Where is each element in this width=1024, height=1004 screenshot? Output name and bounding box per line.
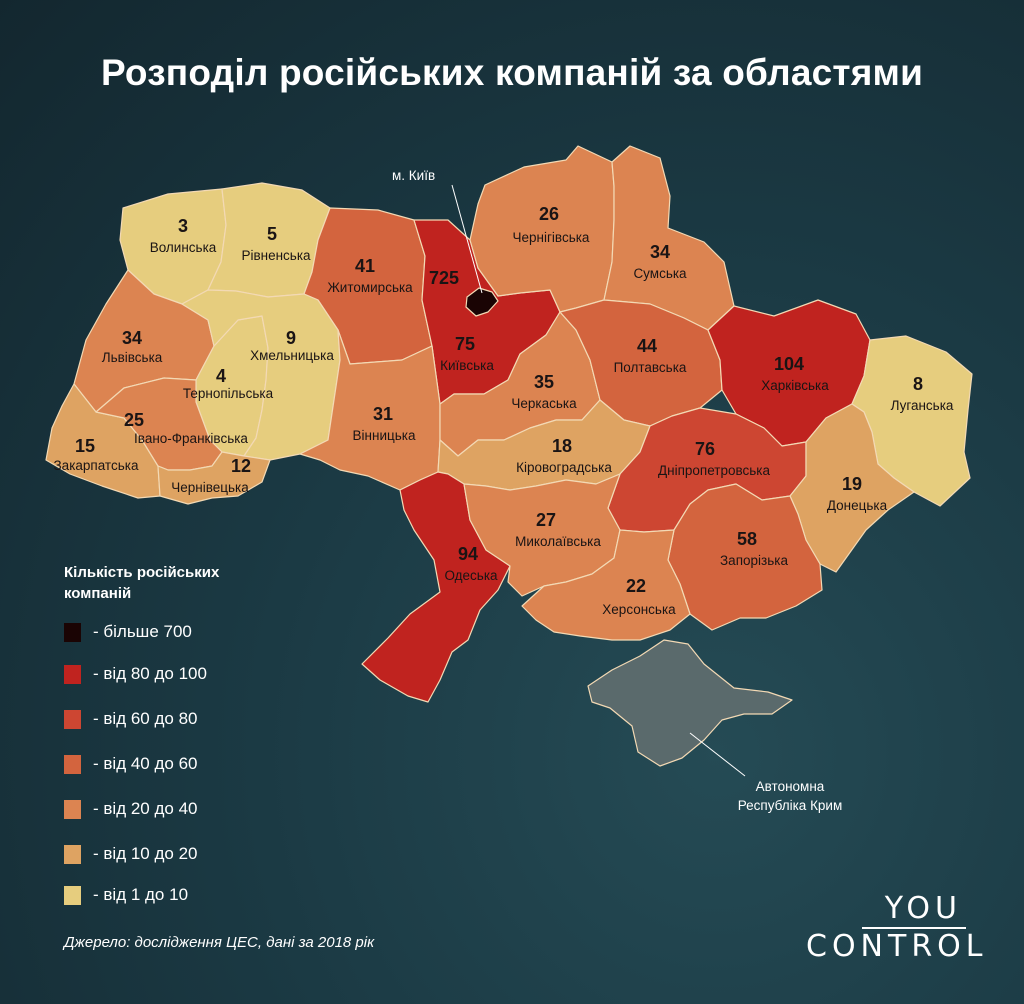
region-value-dnipropetrovska: 76 (695, 439, 715, 459)
legend-item: - від 60 до 80 (64, 708, 197, 730)
region-value-ivanofrankivska: 25 (124, 410, 144, 430)
legend-swatch (64, 844, 81, 864)
legend-label: - від 60 до 80 (93, 709, 198, 728)
region-name-zakarpatska: Закарпатська (54, 458, 139, 473)
legend-item: - від 20 до 40 (64, 798, 197, 820)
region-name-ivanofrankivska: Івано-Франківська (134, 431, 248, 446)
region-value-khmelnytska: 9 (286, 328, 296, 348)
region-name-chernihivska: Чернігівська (513, 230, 590, 245)
region-name-rivnenska: Рівненська (241, 248, 311, 263)
region-value-cherkaska: 35 (534, 372, 554, 392)
region-value-mykolaivska: 27 (536, 510, 556, 530)
legend-item: - від 1 до 10 (64, 884, 188, 906)
legend-label: - від 80 до 100 (93, 664, 207, 683)
region-value-chernivetska: 12 (231, 456, 251, 476)
region-name-khmelnytska: Хмельницька (250, 348, 334, 363)
legend-swatch (64, 754, 81, 774)
region-name-poltavska: Полтавська (614, 360, 687, 375)
logo-line1: YOU (862, 891, 966, 929)
kyiv-callout-label: м. Київ (392, 168, 435, 183)
region-value-ternopilska: 4 (216, 366, 226, 386)
region-crimea (587, 639, 793, 767)
region-value-kharkivska: 104 (774, 354, 804, 374)
region-name-donetska: Донецька (827, 498, 888, 513)
crimea-callout-label-1: Автономна (756, 779, 825, 794)
region-name-kharkivska: Харківська (761, 378, 829, 393)
legend-label: - від 40 до 60 (93, 754, 198, 773)
region-value-khersonska: 22 (626, 576, 646, 596)
region-name-volynska: Волинська (150, 240, 217, 255)
source-note: Джерело: дослідження ЦЕС, дані за 2018 р… (64, 934, 375, 951)
region-khersonska (521, 529, 691, 641)
region-name-kyivska: Київська (440, 358, 494, 373)
region-name-khersonska: Херсонська (602, 602, 676, 617)
legend-title: Кількість російських компаній (64, 562, 284, 604)
region-value-odeska: 94 (458, 544, 478, 564)
region-name-vinnytska: Вінницька (353, 428, 416, 443)
region-name-ternopilska: Тернопільська (183, 386, 274, 401)
region-value-sumska: 34 (650, 242, 670, 262)
region-value-rivnenska: 5 (267, 224, 277, 244)
legend-swatch (64, 709, 81, 729)
region-value-kirovohradska: 18 (552, 436, 572, 456)
region-name-mykolaivska: Миколаївська (515, 534, 601, 549)
legend-swatch (64, 799, 81, 819)
region-name-luhanska: Луганська (891, 398, 954, 413)
region-value-lvivska: 34 (122, 328, 142, 348)
region-value-poltavska: 44 (637, 336, 657, 356)
region-name-kirovohradska: Кіровоградська (516, 460, 612, 475)
region-value-chernihivska: 26 (539, 204, 559, 224)
region-name-zhytomyrska: Житомирська (327, 280, 413, 295)
region-chernihivska (469, 145, 615, 313)
region-name-dnipropetrovska: Дніпропетровська (658, 463, 770, 478)
region-value-kyiv_city: 725 (429, 268, 459, 288)
legend-label: - більше 700 (93, 622, 192, 641)
crimea-callout-line (689, 732, 746, 777)
legend-item: - більше 700 (64, 621, 192, 643)
map-title: Розподіл російських компаній за областям… (100, 52, 924, 93)
legend-label: - від 10 до 20 (93, 844, 198, 863)
region-odeska (361, 471, 511, 703)
youcontrol-logo: YOU CONTROL (806, 891, 988, 965)
legend-swatch (64, 622, 81, 642)
region-value-zaporizka: 58 (737, 529, 757, 549)
region-name-cherkaska: Черкаська (511, 396, 577, 411)
region-value-kyivska: 75 (455, 334, 475, 354)
logo-line2: CONTROL (806, 929, 988, 964)
region-value-luhanska: 8 (913, 374, 923, 394)
region-name-lvivska: Львівська (102, 350, 163, 365)
region-value-vinnytska: 31 (373, 404, 393, 424)
region-value-donetska: 19 (842, 474, 862, 494)
legend-title-line1: Кількість російських (64, 564, 220, 581)
region-chernivetska (157, 451, 271, 505)
region-value-volynska: 3 (178, 216, 188, 236)
legend-title-line2: компаній (64, 585, 132, 602)
legend-item: - від 80 до 100 (64, 663, 207, 685)
region-name-chernivetska: Чернівецька (171, 480, 249, 495)
kyiv-callout-line (451, 184, 483, 294)
region-name-sumska: Сумська (633, 266, 687, 281)
region-name-zaporizka: Запорізька (720, 553, 788, 568)
legend-item: - від 10 до 20 (64, 843, 197, 865)
region-value-zhytomyrska: 41 (355, 256, 375, 276)
region-value-zakarpatska: 15 (75, 436, 95, 456)
legend-item: - від 40 до 60 (64, 753, 197, 775)
legend-swatch (64, 664, 81, 684)
crimea-callout-label-2: Республіка Крим (738, 798, 843, 813)
region-name-odeska: Одеська (444, 568, 498, 583)
legend-label: - від 1 до 10 (93, 885, 189, 904)
region-poltavska (559, 299, 723, 427)
legend-swatch (64, 885, 81, 905)
legend-label: - від 20 до 40 (93, 799, 198, 818)
